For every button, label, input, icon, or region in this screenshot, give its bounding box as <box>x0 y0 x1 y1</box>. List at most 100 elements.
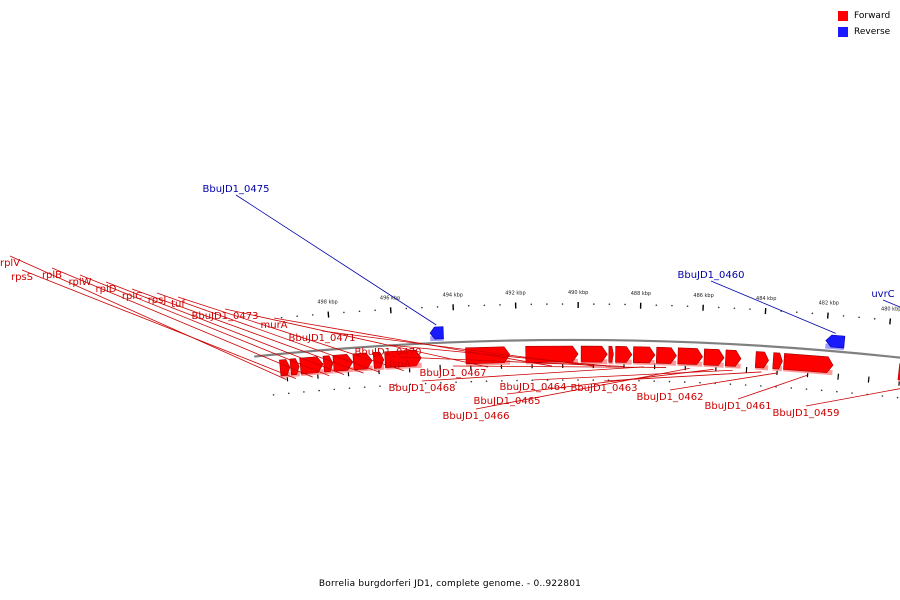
minor-tick-inner <box>485 380 488 383</box>
minor-tick-outer <box>842 315 845 317</box>
tick-label: 492 kbp <box>505 291 525 297</box>
gene-layer <box>279 326 900 384</box>
gene-arrow[interactable] <box>703 348 725 366</box>
minor-tick-outer <box>311 314 314 316</box>
gene-arrow[interactable] <box>525 345 579 363</box>
gene-arrow[interactable] <box>608 345 614 363</box>
gene-label: rplB <box>42 270 62 281</box>
gene-arrow[interactable] <box>772 352 783 370</box>
gene-arrow[interactable] <box>724 349 742 367</box>
minor-tick-outer <box>280 316 283 319</box>
minor-tick-inner <box>531 379 534 382</box>
gene-arrow[interactable] <box>279 359 291 377</box>
label-leader-line <box>475 367 690 410</box>
label-leader-line <box>105 281 345 375</box>
legend: Forward Reverse <box>838 8 890 40</box>
inner-tick <box>837 373 840 380</box>
gene-label: BbuJD1_0468 <box>388 383 455 394</box>
gene-arrow[interactable] <box>299 356 324 375</box>
label-leader-line <box>452 365 667 368</box>
label-leader-line <box>51 267 313 378</box>
map-caption: Borrelia burgdorferi JD1, complete genom… <box>318 579 582 589</box>
gene-arrow[interactable] <box>615 346 633 363</box>
label-leader-line <box>273 317 553 367</box>
gene-rplC <box>352 352 373 372</box>
gene-label: BbuJD1_0470 <box>354 347 421 358</box>
label-leader-line <box>669 372 778 391</box>
label-leader-line <box>506 368 714 395</box>
minor-tick-outer <box>436 306 439 308</box>
minor-tick-inner <box>896 396 899 399</box>
gene-arrow[interactable] <box>632 346 656 364</box>
gene-arrow[interactable] <box>783 353 834 374</box>
minor-tick-inner <box>744 384 747 386</box>
gene-arrow[interactable] <box>825 334 846 349</box>
gene-label: rplC <box>122 291 142 302</box>
tick-label: 498 kbp <box>317 300 337 306</box>
major-tick <box>889 318 892 325</box>
minor-tick-inner <box>668 380 671 383</box>
tick-label: 482 kbp <box>819 301 839 307</box>
tick-label: 494 kbp <box>443 292 463 298</box>
gene-label: rplW <box>68 277 91 288</box>
gene-label: BbuJD1_0475 <box>202 184 269 195</box>
minor-tick-inner <box>820 389 823 392</box>
gene-label: lspA <box>389 359 410 370</box>
minor-tick-inner <box>409 383 412 386</box>
minor-tick-outer <box>467 304 470 307</box>
minor-tick-inner <box>440 382 442 384</box>
minor-tick-inner <box>500 380 503 382</box>
gene-label: BbuJD1_0466 <box>442 411 509 422</box>
gene-arrow[interactable] <box>352 352 373 371</box>
minor-tick-outer <box>546 303 548 305</box>
gene-arrow[interactable] <box>754 351 769 369</box>
forward-swatch <box>838 10 848 21</box>
minor-tick-outer <box>561 303 564 305</box>
minor-tick-inner <box>318 389 320 392</box>
gene-label: BbuJD1_0462 <box>636 392 703 403</box>
gene-arrow[interactable] <box>655 346 677 364</box>
gene-arrow[interactable] <box>429 326 444 340</box>
minor-tick-inner <box>470 380 473 383</box>
label-leader-line <box>131 288 364 374</box>
minor-tick-inner <box>805 388 808 390</box>
gene-label: BbuJD1_0460 <box>677 270 744 281</box>
minor-tick-inner <box>303 391 305 393</box>
inner-tick <box>867 376 870 383</box>
gene-rplV <box>279 359 291 378</box>
label-leader-line <box>177 296 404 372</box>
minor-tick-inner <box>683 381 686 383</box>
gene-label: BbuJD1_0463 <box>570 383 637 394</box>
minor-tick-inner <box>561 379 564 381</box>
gene-BbuJD1_0468 <box>632 346 656 366</box>
minor-tick-outer <box>624 303 626 306</box>
minor-tick-inner <box>333 388 336 391</box>
gene-arrow[interactable] <box>897 363 900 384</box>
gene-arrow[interactable] <box>322 355 334 373</box>
minor-tick-outer <box>795 311 798 313</box>
minor-tick-inner <box>699 381 701 384</box>
label-leader-line <box>710 280 836 334</box>
minor-tick-outer <box>858 316 860 319</box>
minor-tick-inner <box>881 395 884 397</box>
tick-label: 488 kbp <box>631 291 651 297</box>
gene-label: BbuJD1_0459 <box>772 408 839 419</box>
legend-item-forward: Forward <box>838 8 890 23</box>
backbone-layer <box>254 338 900 359</box>
gene-arrow[interactable] <box>580 345 608 363</box>
minor-tick-outer <box>592 303 595 305</box>
minor-tick-outer <box>671 304 673 307</box>
minor-tick-outer <box>405 307 408 310</box>
gene-label: BbuJD1_0473 <box>191 311 258 322</box>
minor-tick-outer <box>343 311 345 314</box>
label-leader-line <box>399 356 624 367</box>
label-leader-line <box>235 194 437 326</box>
gene-label: rpsJ <box>148 295 167 306</box>
minor-tick-inner <box>516 379 518 382</box>
legend-item-reverse: Reverse <box>838 24 890 39</box>
minor-tick-inner <box>394 384 396 386</box>
minor-tick-inner <box>577 379 579 381</box>
gene-murA <box>525 345 579 365</box>
gene-rplD <box>332 354 354 374</box>
gene-arrow[interactable] <box>677 347 703 365</box>
